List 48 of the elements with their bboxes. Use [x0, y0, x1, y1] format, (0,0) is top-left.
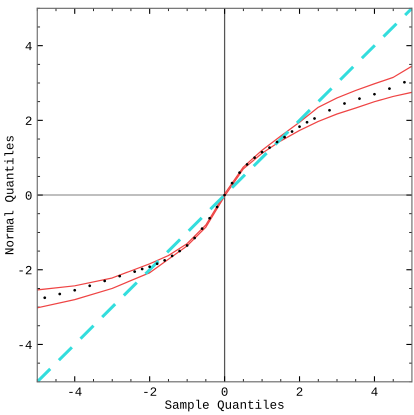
point [133, 270, 136, 274]
point [163, 259, 166, 262]
x-tick-label: -4 [69, 387, 82, 396]
point [208, 216, 211, 220]
point [200, 227, 204, 230]
point [140, 268, 144, 270]
point [73, 288, 76, 292]
point [403, 80, 406, 84]
point [148, 265, 152, 268]
point [186, 244, 189, 247]
x-tick-label: 0 [222, 387, 228, 396]
y-tick-label: 0 [26, 191, 32, 200]
point [170, 254, 174, 258]
point [246, 163, 248, 166]
point [373, 92, 376, 96]
point [156, 262, 159, 266]
y-axis-title: Normal Quantiles [4, 136, 16, 254]
y-tick-label: 4 [26, 42, 32, 50]
point [253, 156, 256, 160]
point [58, 292, 62, 296]
x-tick-label: 4 [371, 387, 378, 396]
point [343, 102, 346, 105]
point [178, 250, 182, 252]
point [230, 182, 234, 184]
point [388, 87, 391, 90]
point [290, 130, 294, 133]
point [223, 194, 226, 196]
point [328, 108, 331, 112]
point [313, 117, 316, 120]
point [358, 97, 361, 100]
point [88, 284, 92, 288]
y-tick-label: -2 [19, 266, 32, 274]
point [193, 236, 196, 240]
x-axis-title: Sample Quantiles [165, 400, 284, 412]
point [118, 274, 122, 278]
point [283, 136, 286, 139]
point [268, 146, 271, 150]
y-tick-label: -4 [19, 340, 32, 349]
point [306, 120, 308, 124]
x-tick-label: -2 [144, 387, 156, 396]
point [238, 171, 241, 174]
point [298, 125, 301, 128]
point [103, 280, 106, 282]
point [216, 206, 218, 208]
point [260, 150, 264, 154]
point [276, 140, 278, 144]
x-tick-label: 2 [296, 387, 302, 396]
y-tick-label: 2 [26, 116, 32, 125]
